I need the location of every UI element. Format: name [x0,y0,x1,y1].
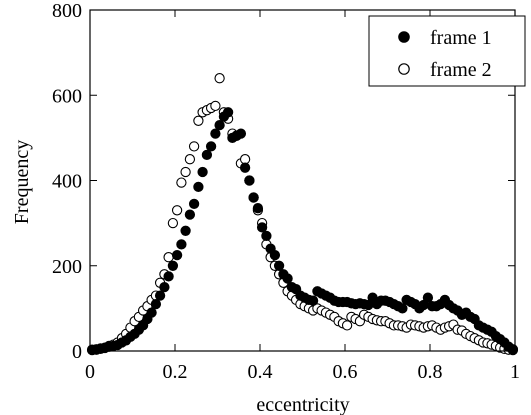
data-point [261,230,272,242]
data-point [239,154,251,165]
data-point [188,141,200,152]
data-point [210,128,221,139]
y-tick-label: 800 [52,0,82,22]
data-point [180,166,191,178]
data-point [146,307,157,318]
legend-marker-frame-1 [398,31,410,43]
legend: frame 1 frame 2 [368,15,526,87]
x-tick-label: 0.8 [418,361,443,383]
x-tick-label: 0 [85,361,95,383]
data-point [210,100,221,112]
data-point [341,320,353,331]
data-point [171,249,183,261]
x-tick-labels: 0 0.2 0.4 0.6 0.8 1 [85,361,520,383]
data-point [167,260,179,271]
data-point [184,209,196,220]
data-point [150,298,162,310]
data-point [180,225,191,236]
data-point [163,252,174,263]
legend-box [368,15,526,87]
y-tick-labels: 0 200 400 600 800 [52,0,82,363]
y-tick-label: 200 [52,256,82,278]
data-point [193,181,204,193]
data-point [171,205,183,216]
data-point [252,203,264,214]
data-point [282,273,293,284]
y-tick-label: 0 [72,341,82,363]
data-point [154,290,166,301]
data-point [197,166,208,178]
data-point [248,192,259,203]
data-point [244,175,255,186]
data-point [239,162,251,173]
data-point [176,177,187,188]
x-tick-label: 0.4 [248,361,273,383]
x-tick-label: 1 [510,361,520,383]
data-point [159,281,170,293]
data-point [397,303,408,314]
data-point [273,260,285,271]
data-point [205,141,217,152]
data-point [193,115,204,126]
y-tick-label: 400 [52,171,82,193]
data-point [256,222,268,233]
x-tick-label: 0.6 [333,361,358,383]
y-axis-title: Frequency [11,140,33,224]
legend-marker-frame-2 [398,63,410,75]
data-point [214,119,225,131]
data-point [269,249,281,261]
data-point [235,128,247,139]
data-point [184,154,196,165]
data-point [188,198,200,210]
y-tick-label: 600 [52,85,82,107]
data-point [163,271,174,282]
data-point [167,217,179,229]
data-point [507,344,519,355]
data-point [176,239,187,250]
series-frame-1 [86,107,519,356]
legend-label-frame-1: frame 1 [430,27,492,49]
data-point [222,107,234,118]
data-point [214,73,225,84]
data-point [201,149,213,161]
x-tick-label: 0.2 [163,361,188,383]
x-axis-title: eccentricity [256,394,349,415]
data-point [307,295,319,306]
legend-label-frame-2: frame 2 [430,59,492,81]
plot-frame [89,9,516,352]
data-point [422,292,434,303]
